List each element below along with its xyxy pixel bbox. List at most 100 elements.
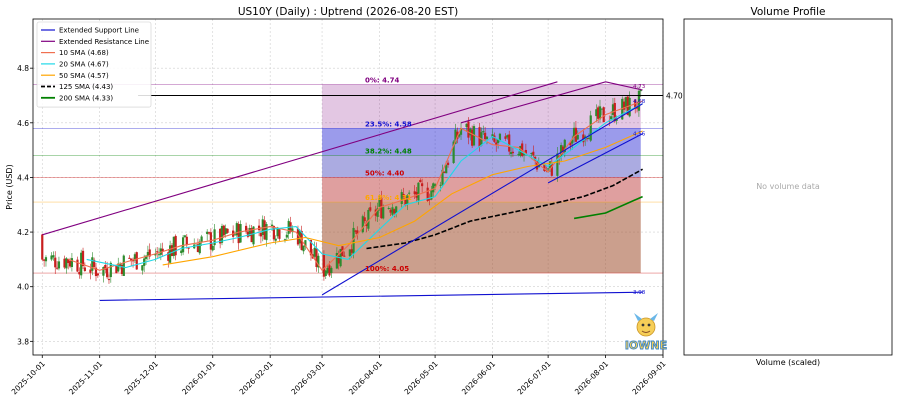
candle-body xyxy=(54,257,57,268)
candle-body xyxy=(170,245,174,257)
candle-body xyxy=(55,267,59,269)
candle-body xyxy=(226,228,229,233)
candle-body xyxy=(261,219,264,236)
candle-body xyxy=(211,245,214,251)
candle-body xyxy=(180,250,183,254)
candle-body xyxy=(626,96,629,115)
candle-body xyxy=(378,199,381,207)
candle-body xyxy=(598,106,602,120)
candle-body xyxy=(454,129,457,144)
candle-body xyxy=(248,228,251,236)
candle-body xyxy=(446,162,450,166)
candle-body xyxy=(81,250,85,267)
candle-body xyxy=(484,132,487,140)
candle-body xyxy=(146,251,149,256)
candle-body xyxy=(585,137,589,139)
candle-body xyxy=(354,230,357,232)
candle-body xyxy=(174,235,177,256)
candle-body xyxy=(400,192,403,204)
candle-body xyxy=(283,239,287,241)
candle-body xyxy=(263,220,266,240)
candle-body xyxy=(421,183,424,187)
candle-body xyxy=(610,116,613,120)
candle-body xyxy=(561,146,565,153)
candle-body xyxy=(198,241,201,254)
fib-level-label: 100%: 4.05 xyxy=(365,265,409,273)
candle-body xyxy=(582,134,585,143)
legend: Extended Support Line Extended Resistance… xyxy=(36,21,152,108)
candle-body xyxy=(413,191,416,195)
candle-body xyxy=(157,254,161,256)
candle-body xyxy=(365,222,368,226)
fib-band xyxy=(322,84,641,129)
candle-body xyxy=(172,236,175,256)
legend-label: 50 SMA (4.57) xyxy=(59,72,109,80)
candle-body xyxy=(496,139,500,143)
candle-body xyxy=(200,236,203,242)
candle-body xyxy=(624,97,628,109)
candle-body xyxy=(571,139,574,144)
candle-body xyxy=(563,139,566,153)
y-tick-label: 3.8 xyxy=(17,337,29,346)
candle-body xyxy=(185,236,188,246)
candle-body xyxy=(509,152,513,155)
candle-body xyxy=(595,109,598,117)
candle-body xyxy=(222,225,225,236)
x-tick-label: 2026-08-01 xyxy=(573,359,610,396)
y-axis-label: Price (USD) xyxy=(5,164,14,209)
candle-body xyxy=(367,209,370,229)
candle-body xyxy=(395,206,398,214)
y-tick-label: 4.4 xyxy=(17,173,29,182)
candle-body xyxy=(63,258,66,268)
candle-body xyxy=(382,207,385,219)
candle-body xyxy=(337,255,340,264)
candle-body xyxy=(274,238,277,241)
candle-body xyxy=(441,169,444,185)
candle-body xyxy=(419,180,422,183)
candle-body xyxy=(235,223,238,236)
trend-line xyxy=(321,103,643,296)
candle-body xyxy=(43,259,46,261)
candle-body xyxy=(183,235,187,237)
fib-level-label: 50%: 4.40 xyxy=(365,169,404,177)
candle-body xyxy=(309,239,313,256)
sma-line xyxy=(366,168,643,250)
y-tick-label: 4.2 xyxy=(17,228,29,237)
candle-body xyxy=(67,259,70,264)
price-label: 4.56 xyxy=(633,132,646,138)
candle-body xyxy=(68,260,72,267)
volume-profile-title: Volume Profile xyxy=(750,6,825,18)
chart-annotations: 4.70 0%: 4.74 23.5%: 4.58 38.2%: 4.48 50%: 4… xyxy=(365,77,683,297)
candle-body xyxy=(433,184,437,187)
candle-body xyxy=(576,134,579,140)
candle-body xyxy=(635,107,639,109)
candle-body xyxy=(589,115,592,141)
candle-body xyxy=(335,252,338,269)
candle-body xyxy=(135,252,138,270)
candle-body xyxy=(237,223,240,244)
candle-body xyxy=(219,228,222,244)
chart-title: US10Y (Daily) : Uptrend (2026-08-20 EST) xyxy=(238,6,458,18)
candle-body xyxy=(89,269,92,273)
candle-body xyxy=(285,234,288,238)
y-tick-label: 4.8 xyxy=(17,64,29,73)
candle-body xyxy=(467,121,470,138)
candle-body xyxy=(569,142,572,146)
fib-level-label: 23.5%: 4.58 xyxy=(365,120,412,128)
legend-label: 125 SMA (4.43) xyxy=(59,83,113,91)
mascot-logo-text: IOWNE xyxy=(625,339,667,352)
candle-body xyxy=(432,183,435,193)
candle-body xyxy=(517,153,520,155)
candle-body xyxy=(91,257,94,271)
candle-body xyxy=(76,259,79,272)
candle-body xyxy=(130,258,133,262)
candle-body xyxy=(602,107,605,123)
candle-body xyxy=(511,151,515,154)
candle-body xyxy=(41,234,44,260)
candle-body xyxy=(376,208,379,217)
sma-line xyxy=(573,195,643,220)
fib-band xyxy=(322,177,641,203)
x-tick-label: 2025-10-01 xyxy=(10,359,47,396)
candle-body xyxy=(408,192,411,194)
candle-body xyxy=(148,249,151,257)
